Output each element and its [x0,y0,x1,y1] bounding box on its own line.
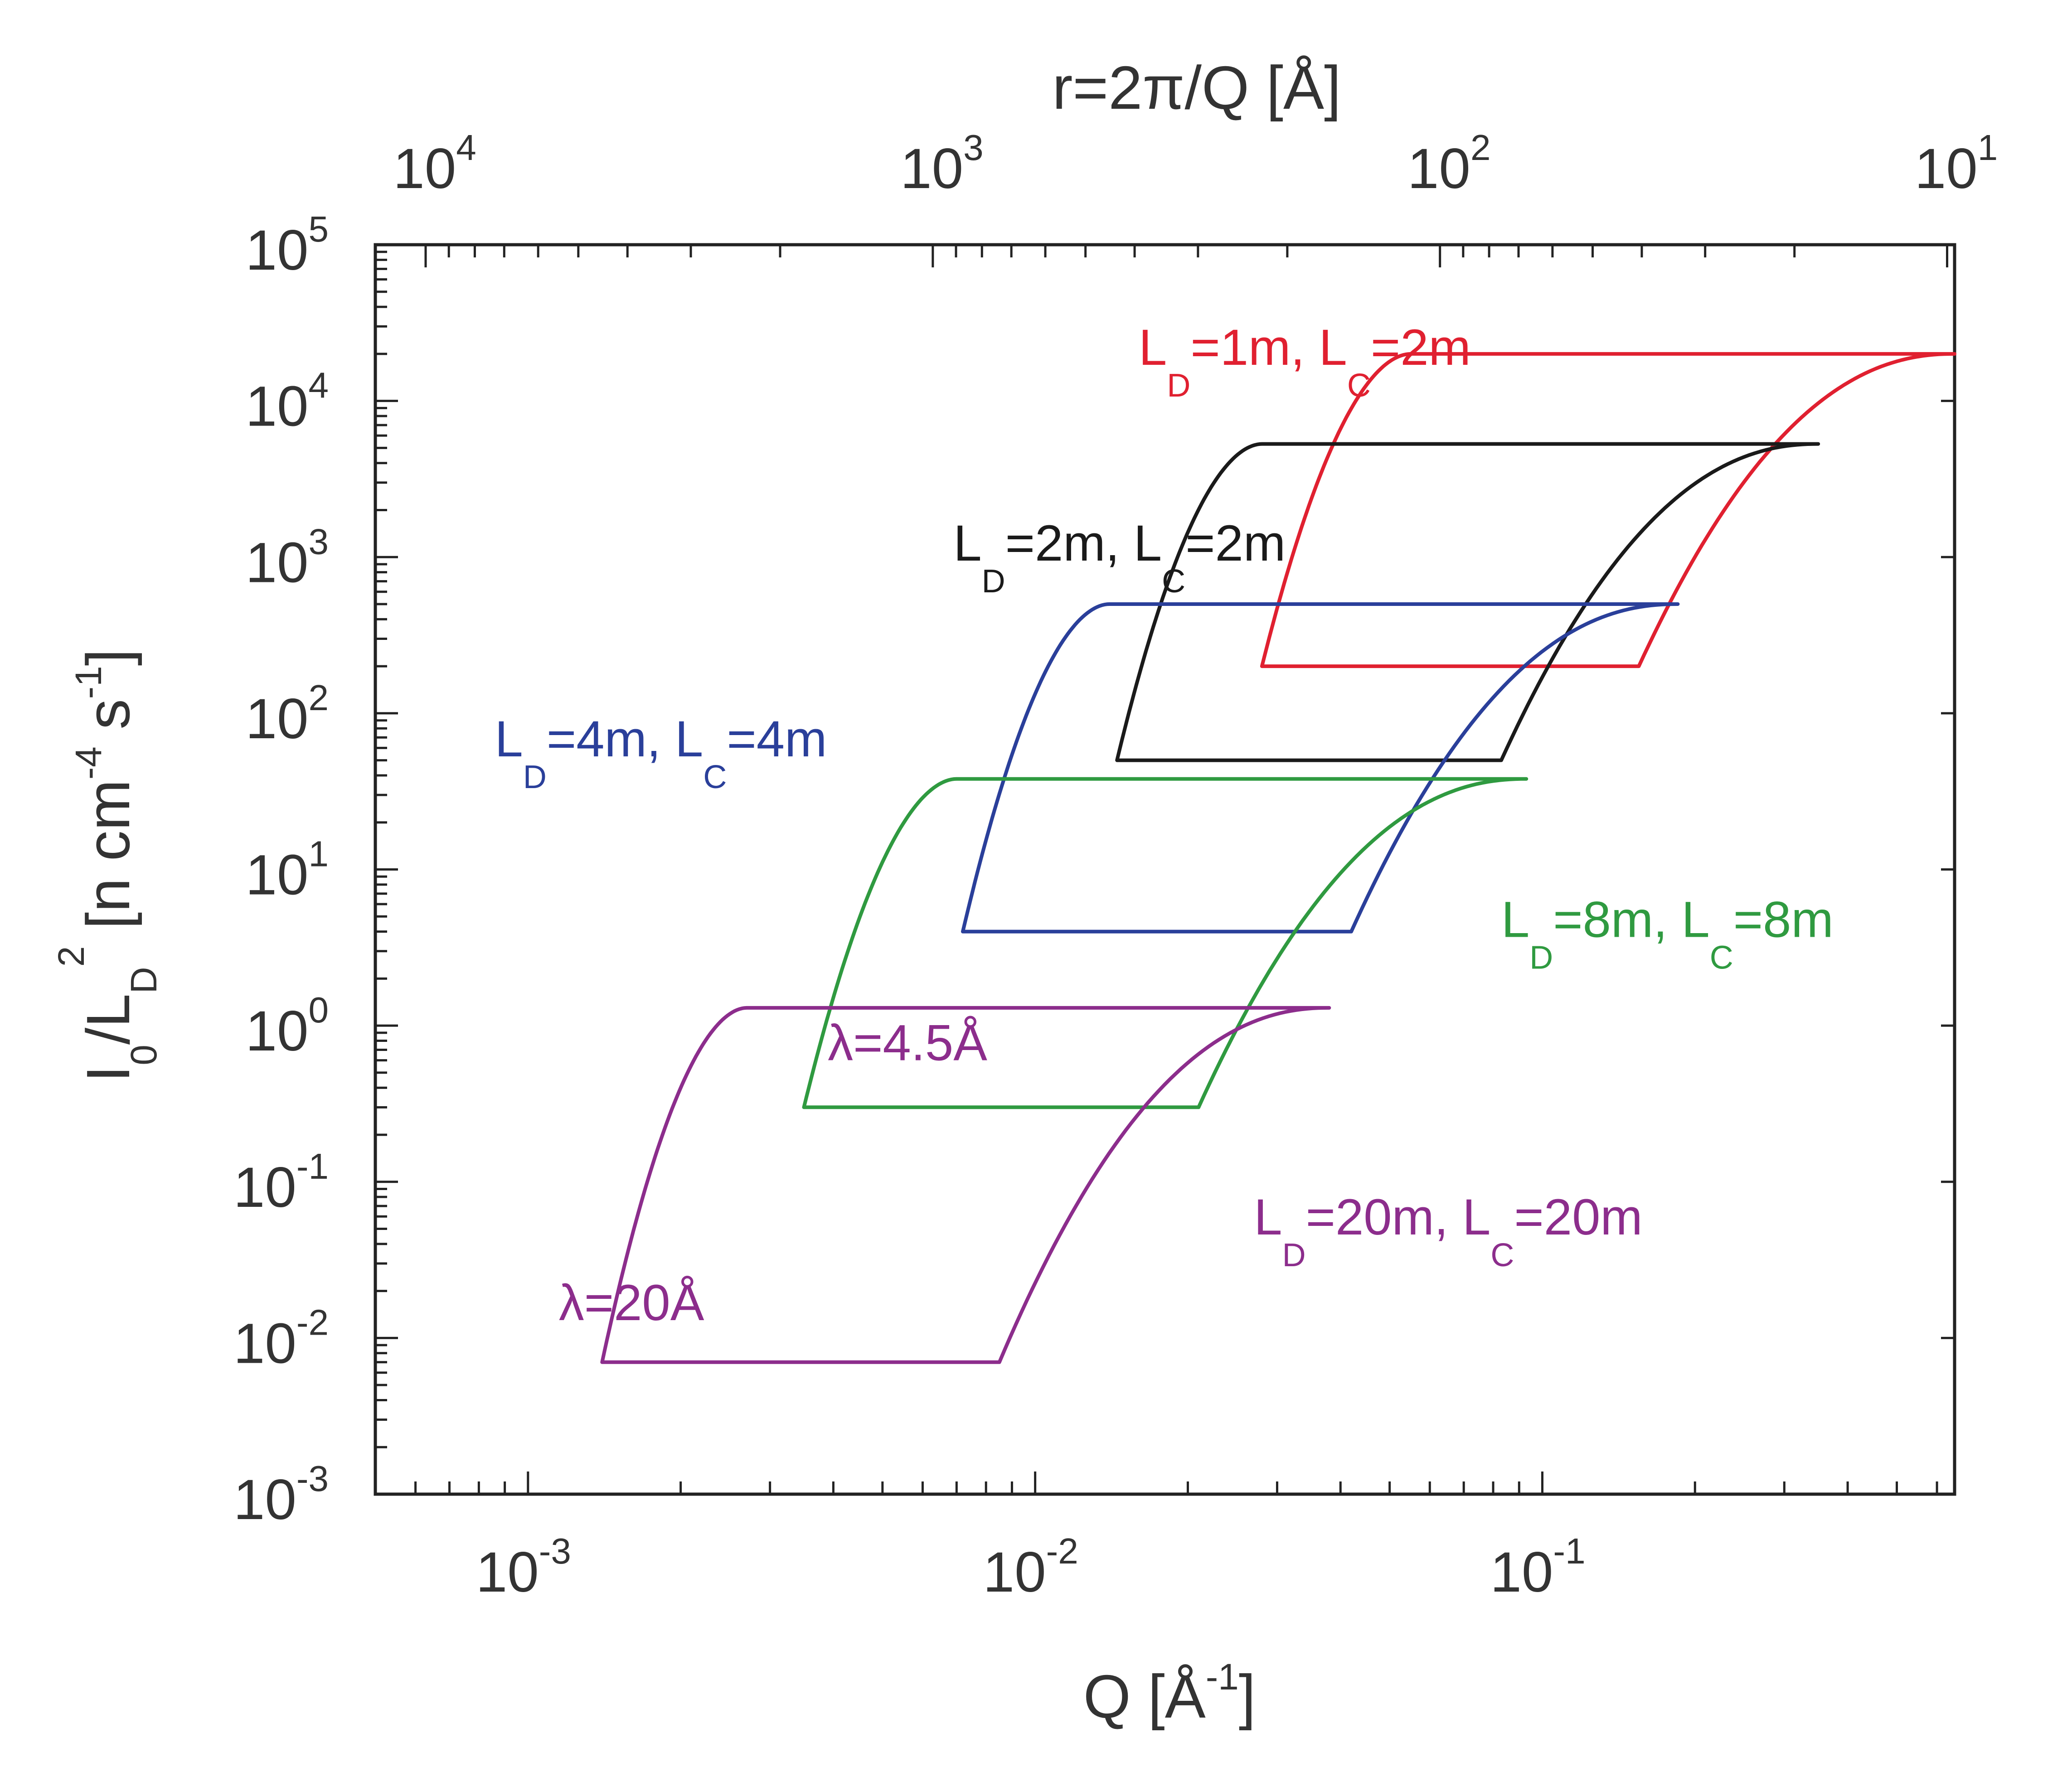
y-tick-label: 10-3 [233,1458,329,1531]
y-tick-label: 10-1 [233,1146,329,1219]
label-2m-2m: LD=2m, LC=2m [953,515,1286,600]
series-layer [600,352,1956,1364]
y-tick-label: 100 [245,990,329,1063]
y-tick-label: 102 [245,678,329,750]
y-axis-title: I0/LD2 [n cm-4 s-1] [51,649,165,1082]
axis-ticks [374,243,1955,1496]
y-tick-label: 103 [245,521,329,594]
series-region-4 [802,777,1529,1109]
label-4m-4m: LD=4m, LC=4m [495,711,827,795]
axis-titles: Q [Å-1] r=2π/Q [Å] I0/LD2 [n cm-4 s-1] [51,53,1341,1731]
tick-labels: 10-3 10-2 10-1 105 104 103 102 101 100 10-1 10-2 10… [233,127,1998,1604]
series-region-2 [1115,442,1820,762]
y-tick-label: 10-2 [233,1302,329,1375]
y-tick-label: 105 [245,209,329,282]
x-axis-title: Q [Å-1] [1083,1656,1256,1731]
x-tick-label: 10-1 [1490,1531,1585,1604]
top-axis-title: r=2π/Q [Å] [1052,53,1341,122]
series-region-3 [961,602,1680,934]
annotations: LD=1m, LC=2m LD=2m, LC=2m LD=4m, LC=4m LD=8… [495,319,1834,1331]
y-tick-label: 104 [245,365,329,438]
label-1m-2m: LD=1m, LC=2m [1139,319,1471,404]
top-tick-label: 102 [1407,127,1491,200]
x-tick-label: 10-3 [476,1531,571,1604]
label-8m-8m: LD=8m, LC=8m [1501,891,1834,976]
label-lambda-4-5: λ=4.5Å [828,1015,987,1071]
label-20m-20m: LD=20m, LC=20m [1254,1189,1642,1273]
y-tick-label: 101 [245,834,329,907]
series-region-5 [600,1006,1331,1364]
top-tick-label: 101 [1915,127,1998,200]
top-tick-label: 104 [393,127,476,200]
top-tick-label: 103 [900,127,984,200]
x-tick-label: 10-2 [983,1531,1078,1604]
series-region-1 [1260,352,1956,668]
label-lambda-20: λ=20Å [559,1274,704,1331]
